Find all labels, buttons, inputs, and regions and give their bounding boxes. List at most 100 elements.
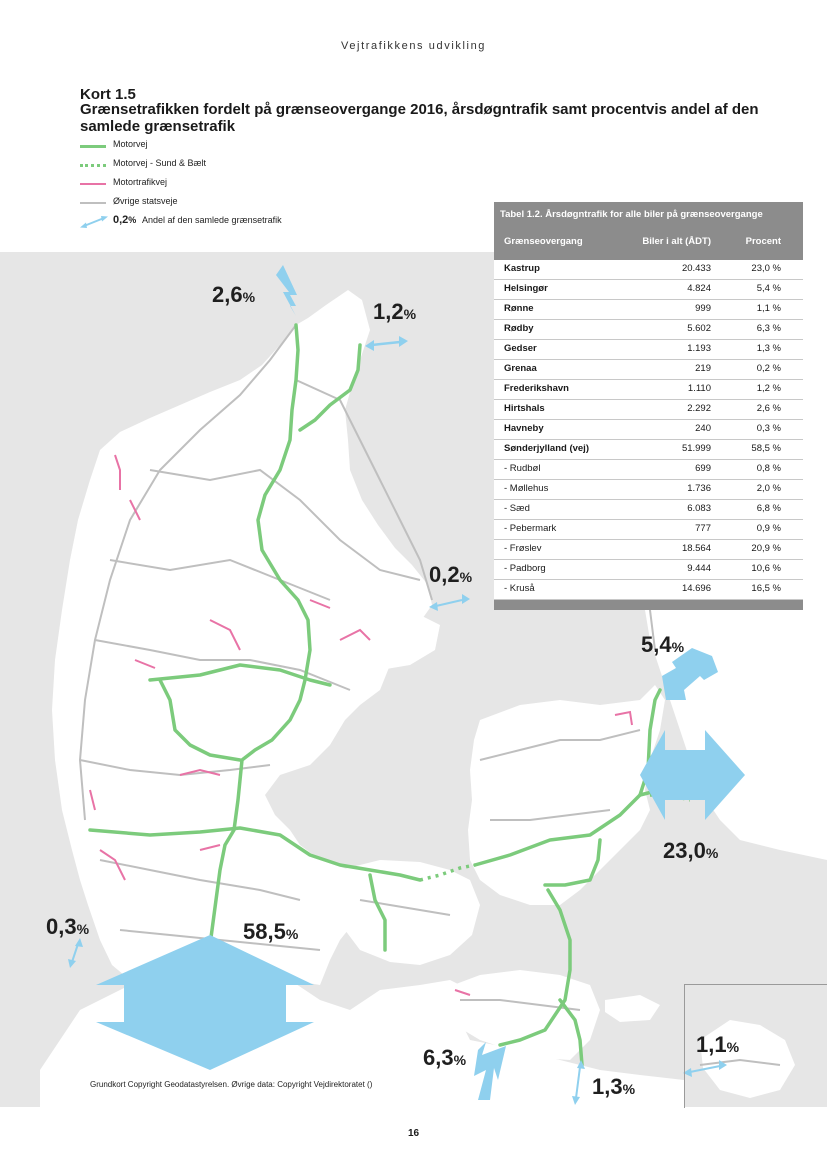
kastrup-arrow-icon (640, 730, 745, 820)
column-header-name: Grænseovergang (504, 236, 583, 247)
label-rodby: 6,3% (423, 1045, 467, 1070)
cell-total: 5.602 (687, 323, 711, 334)
table-row: Helsingør 4.824 5,4 % (494, 280, 803, 300)
legend-arrow-row: 0,2% Andel af den samlede grænsetrafik (80, 214, 400, 233)
legend-ovrige-label: Øvrige statsveje (113, 196, 178, 206)
cell-name: Frederikshavn (504, 383, 569, 394)
figure-title: Grænsetrafikken fordelt på grænseovergan… (80, 101, 759, 135)
page-number: 16 (407, 1128, 420, 1139)
label-helsingor: 5,4% (641, 632, 685, 657)
legend-sund-baelt-label: Motorvej - Sund & Bælt (113, 158, 207, 168)
label-hirtshals: 2,6% (212, 282, 256, 307)
label-frederikshavn: 1,2% (373, 299, 417, 324)
cell-total: 20.433 (681, 263, 711, 274)
column-header-pct: Procent (745, 236, 781, 247)
cell-pct: 0,9 % (756, 523, 781, 534)
table-row: - Møllehus 1.736 2,0 % (494, 480, 803, 500)
label-havneby: 0,3% (46, 914, 90, 939)
cell-pct: 6,8 % (756, 503, 781, 514)
cell-name: - Frøslev (504, 543, 542, 554)
running-title: Vejtrafikkens udvikling (340, 40, 487, 52)
cell-name: Helsingør (504, 283, 548, 294)
table-row: - Frøslev 18.564 20,9 % (494, 540, 803, 560)
rodby-arrow-icon (474, 1042, 506, 1100)
legend-sund-baelt: Motorvej - Sund & Bælt (80, 157, 400, 176)
legend-arrow-label: Andel af den samlede grænsetrafik (142, 215, 282, 225)
cell-name: - Pebermark (504, 523, 557, 534)
cell-name: Hirtshals (504, 403, 545, 414)
copyright-note: Grundkort Copyright Geodatastyrelsen. Øv… (90, 1080, 373, 1089)
cell-pct: 2,0 % (756, 483, 781, 494)
cell-name: Rønne (504, 303, 534, 314)
table-row: - Padborg 9.444 10,6 % (494, 560, 803, 580)
table-row: - Pebermark 777 0,9 % (494, 520, 803, 540)
cell-pct: 23,0 % (751, 263, 781, 274)
gedser-arrow-icon (572, 1060, 585, 1105)
label-ronne: 1,1% (696, 1032, 740, 1057)
cell-total: 240 (695, 423, 711, 434)
cell-pct: 10,6 % (751, 563, 781, 574)
table-row: Kastrup 20.433 23,0 % (494, 260, 803, 280)
cell-total: 18.564 (681, 543, 711, 554)
bornholm-land (700, 1020, 795, 1098)
cell-name: Grenaa (504, 363, 537, 374)
legend-ovrige: Øvrige statsveje (80, 195, 400, 214)
table-title: Tabel 1.2. Årsdøgntrafik for alle biler … (494, 202, 803, 228)
figure-label: Kort 1.5 (80, 86, 136, 103)
table-row: Hirtshals 2.292 2,6 % (494, 400, 803, 420)
cell-total: 6.083 (687, 503, 711, 514)
cell-pct: 1,3 % (756, 343, 781, 354)
mon-land (605, 995, 660, 1022)
table-body: Kastrup 20.433 23,0 % Helsingør 4.824 5,4 % Rø… (494, 260, 803, 600)
cell-pct: 0,8 % (756, 463, 781, 474)
cell-name: Sønderjylland (vej) (504, 443, 589, 454)
border-traffic-table: Tabel 1.2. Årsdøgntrafik for alle biler … (494, 202, 803, 610)
motorvej-roads (88, 323, 662, 1067)
cell-name: Gedser (504, 343, 537, 354)
cell-pct: 2,6 % (756, 403, 781, 414)
table-row: Gedser 1.193 1,3 % (494, 340, 803, 360)
cell-total: 4.824 (687, 283, 711, 294)
cell-pct: 1,1 % (756, 303, 781, 314)
column-header-total: Biler i alt (ÅDT) (642, 236, 711, 247)
bornholm-inset-frame (684, 984, 827, 1108)
cell-name: - Møllehus (504, 483, 549, 494)
sund-baelt-swatch (80, 164, 106, 167)
label-sonderjylland: 58,5% (243, 919, 299, 944)
legend-arrow-value: 0,2% (113, 214, 137, 226)
frederikshavn-arrow-icon (365, 336, 408, 351)
cell-pct: 58,5 % (751, 443, 781, 454)
table-row: Havneby 240 0,3 % (494, 420, 803, 440)
grenaa-arrow-icon (429, 594, 470, 611)
label-gedser: 1,3% (592, 1074, 636, 1099)
sonderjylland-arrow-icon (96, 935, 314, 1070)
cell-pct: 1,2 % (756, 383, 781, 394)
cell-name: Rødby (504, 323, 534, 334)
table-row: - Rudbøl 699 0,8 % (494, 460, 803, 480)
table-row: Frederikshavn 1.110 1,2 % (494, 380, 803, 400)
cell-name: - Sæd (504, 503, 530, 514)
cell-name: Havneby (504, 423, 544, 434)
cell-total: 1.110 (687, 383, 711, 394)
table-row: - Kruså 14.696 16,5 % (494, 580, 803, 600)
zealand-land (468, 685, 665, 905)
cell-total: 1.736 (687, 483, 711, 494)
cell-pct: 0,3 % (756, 423, 781, 434)
cell-total: 51.999 (681, 443, 711, 454)
motorvej-swatch (80, 145, 106, 148)
cell-total: 1.193 (687, 343, 711, 354)
table-row: Sønderjylland (vej) 51.999 58,5 % (494, 440, 803, 460)
djursland-land (360, 615, 440, 670)
hirtshals-arrow-icon (276, 265, 297, 316)
cell-name: - Kruså (504, 583, 535, 594)
cell-pct: 0,2 % (756, 363, 781, 374)
cell-name: Kastrup (504, 263, 540, 274)
table-footer-bar (494, 600, 803, 610)
havneby-arrow-icon (68, 938, 83, 968)
cell-pct: 16,5 % (751, 583, 781, 594)
table-row: Grenaa 219 0,2 % (494, 360, 803, 380)
legend-motortrafikvej: Motortrafikvej (80, 176, 400, 195)
table-row: - Sæd 6.083 6,8 % (494, 500, 803, 520)
legend-motorvej-label: Motorvej (113, 139, 148, 149)
lolland-falster-land (440, 970, 600, 1060)
